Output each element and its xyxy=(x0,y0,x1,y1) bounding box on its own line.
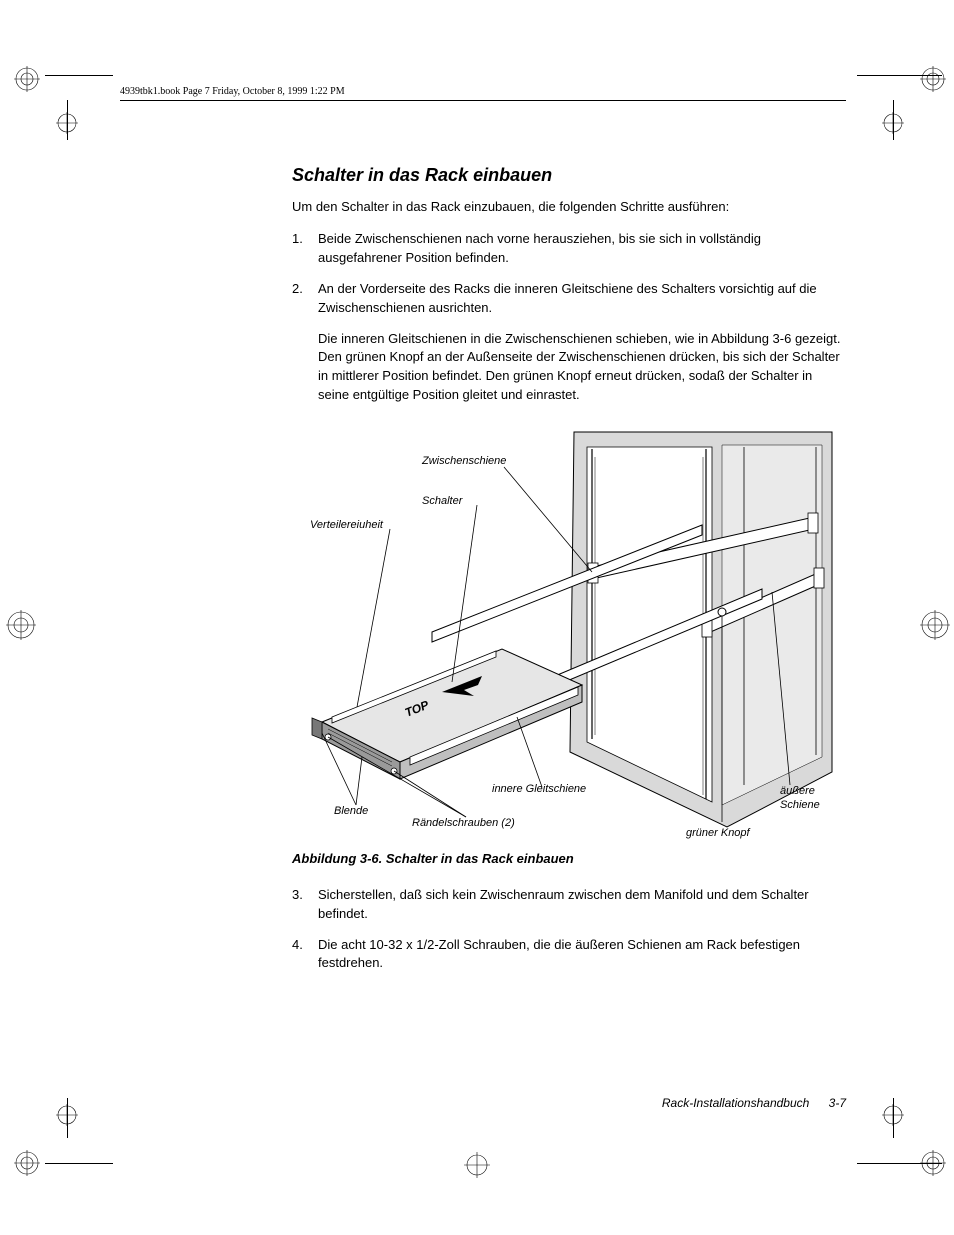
footer-page-number: 3-7 xyxy=(829,1096,846,1110)
label-zwischenschiene: Zwischenschiene xyxy=(422,455,506,467)
header-meta: 4939tbk1.book Page 7 Friday, October 8, … xyxy=(120,86,345,97)
registration-mark-icon xyxy=(6,610,36,640)
step-number: 4. xyxy=(292,936,318,974)
crop-rule xyxy=(45,1163,113,1164)
step-number: 1. xyxy=(292,230,318,268)
label-blende: Blende xyxy=(334,805,368,817)
registration-mark-icon xyxy=(920,1150,946,1176)
main-content: Schalter in das Rack einbauen Um den Sch… xyxy=(292,165,846,985)
figure-illustration: TOP xyxy=(292,417,852,837)
step-text: Die acht 10-32 x 1/2-Zoll Schrauben, die… xyxy=(318,936,846,974)
step-2: 2. An der Vorderseite des Racks die inne… xyxy=(292,280,846,318)
label-innere-gleitschiene: innere Gleitschiene xyxy=(492,783,586,795)
label-aeussere-schiene-2: Schiene xyxy=(780,799,820,811)
registration-mark-icon xyxy=(882,112,904,134)
registration-mark-icon xyxy=(14,66,40,92)
step-text: An der Vorderseite des Racks die inneren… xyxy=(318,280,846,318)
label-aeussere-schiene-1: äußere xyxy=(780,785,815,797)
section-title: Schalter in das Rack einbauen xyxy=(292,165,846,186)
step-4: 4. Die acht 10-32 x 1/2-Zoll Schrauben, … xyxy=(292,936,846,974)
step-2-sub: Die inneren Gleitschienen in die Zwische… xyxy=(318,330,846,405)
step-number: 2. xyxy=(292,280,318,318)
registration-mark-icon xyxy=(56,1104,78,1126)
registration-mark-icon xyxy=(882,1104,904,1126)
label-verteilereinheit: Verteilereiuheit xyxy=(310,519,383,531)
registration-mark-icon xyxy=(14,1150,40,1176)
step-3: 3. Sicherstellen, daß sich kein Zwischen… xyxy=(292,886,846,924)
crop-rule xyxy=(45,75,113,76)
step-text: Beide Zwischenschienen nach vorne heraus… xyxy=(318,230,846,268)
document-page: 4939tbk1.book Page 7 Friday, October 8, … xyxy=(0,0,954,1235)
intro-text: Um den Schalter in das Rack einzubauen, … xyxy=(292,198,846,216)
registration-mark-icon xyxy=(56,112,78,134)
label-raendelschrauben: Rändelschrauben (2) xyxy=(412,817,515,829)
figure-3-6: TOP xyxy=(292,417,852,837)
step-text: Sicherstellen, daß sich kein Zwischenrau… xyxy=(318,886,846,924)
footer-title: Rack-Installationshandbuch xyxy=(662,1096,809,1110)
header-rule xyxy=(120,100,846,101)
registration-mark-icon xyxy=(920,610,950,640)
registration-mark-icon xyxy=(464,1152,490,1178)
figure-caption: Abbildung 3-6. Schalter in das Rack einb… xyxy=(292,851,846,866)
step-1: 1. Beide Zwischenschienen nach vorne her… xyxy=(292,230,846,268)
label-gruener-knopf: grüner Knopf xyxy=(686,827,750,839)
step-number: 3. xyxy=(292,886,318,924)
registration-mark-icon xyxy=(920,66,946,92)
page-footer: Rack-Installationshandbuch 3-7 xyxy=(662,1096,846,1110)
label-schalter: Schalter xyxy=(422,495,462,507)
